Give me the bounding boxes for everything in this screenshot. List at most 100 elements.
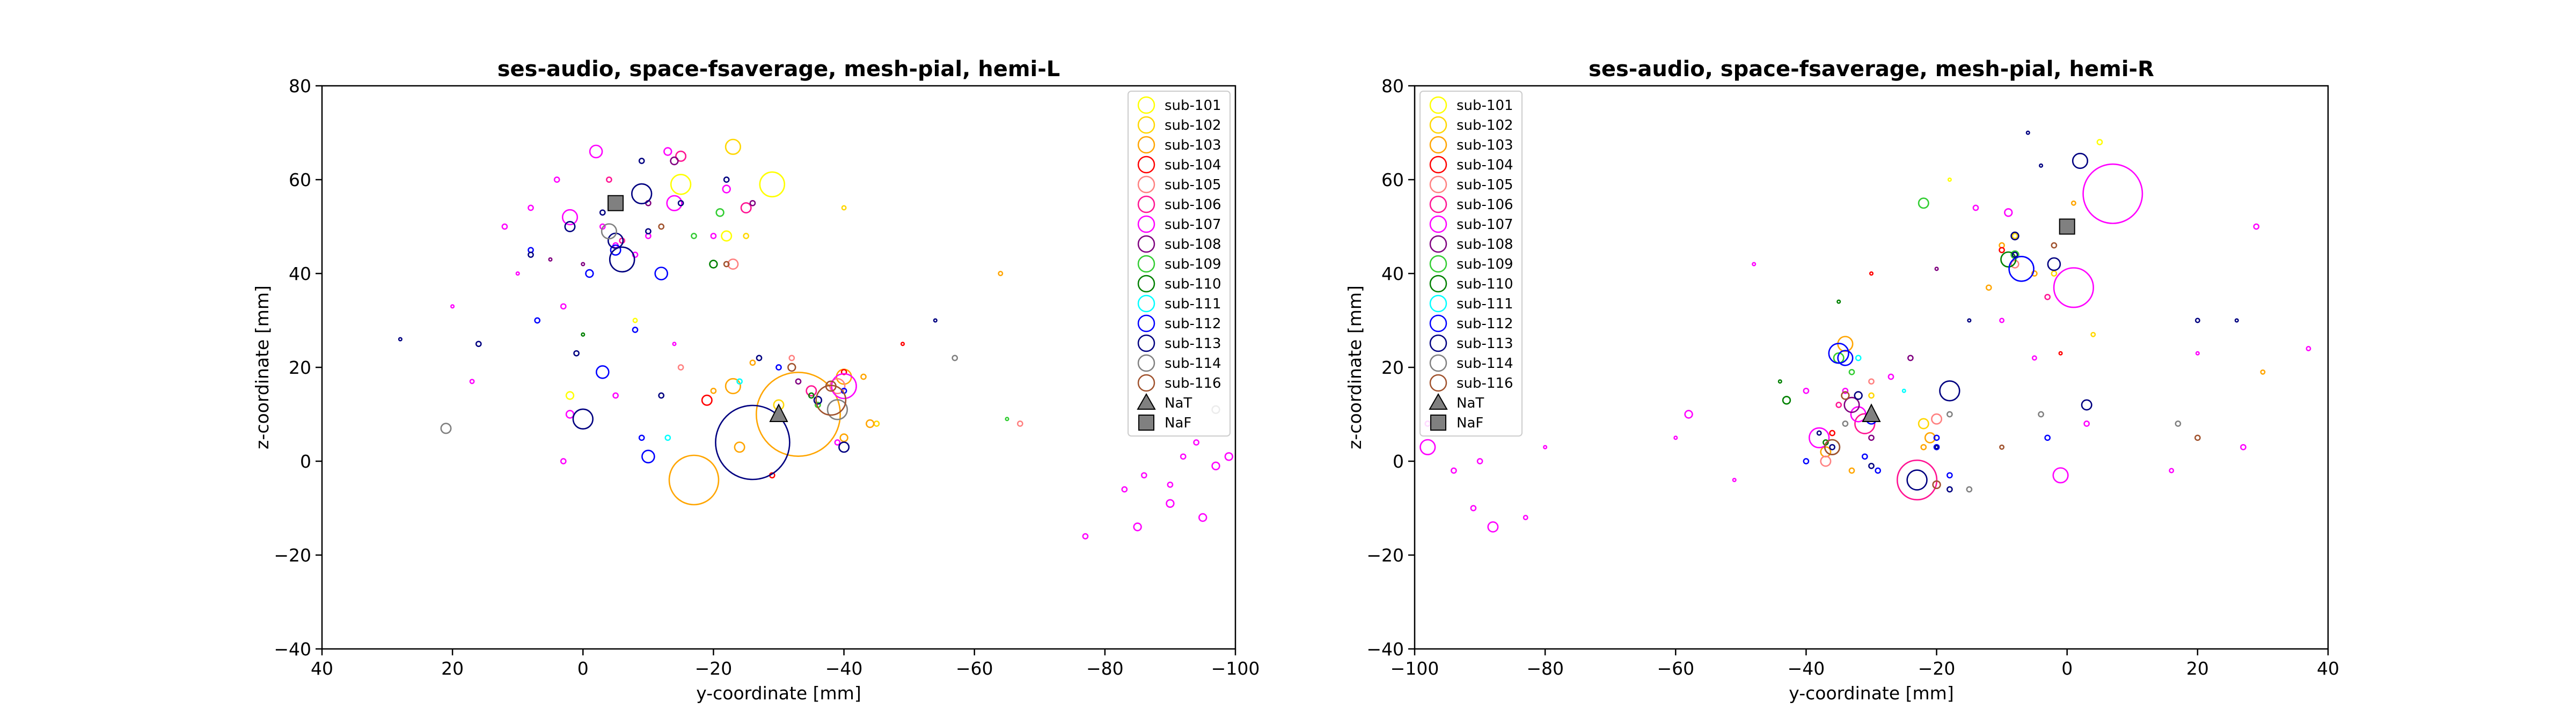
- data-point-sub-102: [2011, 233, 2018, 239]
- x-tick-label: 40: [311, 658, 333, 679]
- data-point-sub-107: [612, 392, 619, 399]
- data-point-sub-103: [1920, 444, 1927, 450]
- legend-marker: [1429, 175, 1447, 194]
- y-tick-label: 20: [1381, 357, 1404, 378]
- legend-label: sub-101: [1457, 98, 1513, 114]
- y-tick-label: 80: [1381, 76, 1404, 97]
- data-point-sub-109: [1918, 197, 1929, 209]
- data-point-sub-109: [1005, 417, 1009, 422]
- data-point-sub-107: [528, 204, 534, 211]
- data-point-sub-107: [1487, 521, 1499, 533]
- data-point-sub-107: [1809, 427, 1830, 448]
- data-point-sub-112: [638, 434, 645, 441]
- data-point-sub-102: [1868, 392, 1875, 399]
- data-point-sub-112: [534, 317, 541, 324]
- data-point-sub-102: [1918, 418, 1929, 430]
- data-point-sub-103: [1848, 467, 1855, 474]
- legend-label: sub-110: [1457, 276, 1513, 292]
- legend-label: sub-107: [1165, 217, 1221, 233]
- data-point-sub-112: [610, 244, 621, 256]
- data-point-sub-107: [565, 410, 575, 419]
- legend-marker: [1429, 255, 1447, 273]
- legend-label: sub-112: [1165, 316, 1221, 332]
- data-point-sub-116: [825, 380, 837, 392]
- data-point-sub-107: [1198, 513, 1208, 522]
- right-hemisphere-plot: ses-audio, space-fsaverage, mesh-pial, h…: [1344, 57, 2339, 704]
- legend-marker: [1429, 294, 1447, 313]
- data-point-sub-102: [841, 205, 847, 211]
- data-point-sub-107: [1133, 522, 1142, 531]
- data-point-sub-107: [1999, 317, 2005, 323]
- data-point-sub-107: [553, 176, 560, 183]
- legend-marker: [1429, 354, 1447, 372]
- data-point-sub-107: [1543, 445, 1548, 449]
- data-point-sub-111: [1901, 388, 1906, 393]
- x-tick-label: −20: [695, 658, 733, 679]
- x-tick-label: 20: [2186, 658, 2209, 679]
- data-point-sub-105: [1931, 413, 1943, 425]
- legend-label: sub-103: [1165, 137, 1221, 153]
- data-point-sub-108: [670, 156, 679, 166]
- data-point-sub-113: [2011, 252, 2018, 258]
- data-point-sub-116: [723, 261, 730, 268]
- data-point-sub-116: [1999, 444, 2005, 450]
- data-point-sub-107: [450, 304, 455, 309]
- data-point-sub-113: [715, 404, 791, 481]
- data-point-sub-113: [1946, 486, 1953, 493]
- data-point-sub-110: [709, 260, 718, 269]
- axes-frame: [1414, 85, 2329, 650]
- data-point-sub-107: [1193, 439, 1199, 446]
- x-tick-label: 0: [2061, 658, 2073, 679]
- x-tick-label: −60: [956, 658, 993, 679]
- data-point-sub-107: [1470, 505, 1477, 512]
- data-point-sub-106: [740, 202, 752, 213]
- data-point-sub-106: [1835, 402, 1842, 408]
- legend-label: sub-104: [1457, 157, 1513, 173]
- legend-marker: [1429, 195, 1447, 213]
- data-point-sub-113: [398, 337, 402, 342]
- data-point-sub-113: [838, 441, 850, 453]
- data-point-sub-107: [1451, 467, 1457, 474]
- x-tick-label: 0: [577, 658, 589, 679]
- data-point-sub-111: [1855, 354, 1862, 361]
- legend-marker: [1137, 116, 1155, 134]
- data-point-sub-113: [933, 318, 938, 323]
- data-point-sub-113: [1934, 445, 1939, 449]
- data-point-sub-114: [952, 354, 958, 361]
- legend-marker: [1137, 334, 1155, 352]
- x-tick-label: −100: [1391, 658, 1439, 679]
- legend-box: [1128, 91, 1231, 437]
- legend-marker: [1138, 415, 1154, 431]
- data-point-sub-106: [1854, 413, 1876, 434]
- legend-marker: [1429, 116, 1447, 134]
- legend-marker: [1137, 156, 1155, 174]
- legend-marker: [1429, 235, 1447, 253]
- data-point-sub-107: [1732, 477, 1737, 483]
- legend-label: NaT: [1165, 395, 1192, 411]
- data-point-sub-116: [1841, 391, 1850, 400]
- data-point-sub-112: [596, 365, 610, 379]
- data-point-sub-105: [2010, 260, 2019, 269]
- y-tick-label: 0: [300, 451, 311, 472]
- data-point-sub-110: [1777, 379, 1782, 384]
- data-point-sub-113: [677, 200, 684, 206]
- data-point-sub-110: [1782, 396, 1791, 405]
- plot-title: ses-audio, space-fsaverage, mesh-pial, h…: [497, 57, 1060, 82]
- data-point-sub-103: [860, 373, 867, 380]
- data-point-sub-112: [1803, 458, 1810, 464]
- y-tick-label: −20: [274, 545, 311, 566]
- legend-label: sub-116: [1457, 375, 1513, 391]
- legend-marker: [1429, 215, 1447, 233]
- plot-title: ses-audio, space-fsaverage, mesh-pial, h…: [1589, 57, 2154, 82]
- legend-label: NaF: [1457, 415, 1483, 431]
- data-point-sub-113: [573, 350, 580, 357]
- data-point-sub-103: [2031, 270, 2038, 277]
- data-point-sub-101: [670, 174, 692, 195]
- data-point-sub-107: [2031, 355, 2037, 361]
- data-point-sub-103: [839, 433, 848, 442]
- y-axis-label: z-coordinate [mm]: [1344, 285, 1365, 449]
- legend-label: sub-106: [1457, 197, 1513, 213]
- legend-label: sub-114: [1457, 356, 1513, 372]
- data-point-sub-107: [1673, 435, 1678, 440]
- legend-marker: [1137, 215, 1155, 233]
